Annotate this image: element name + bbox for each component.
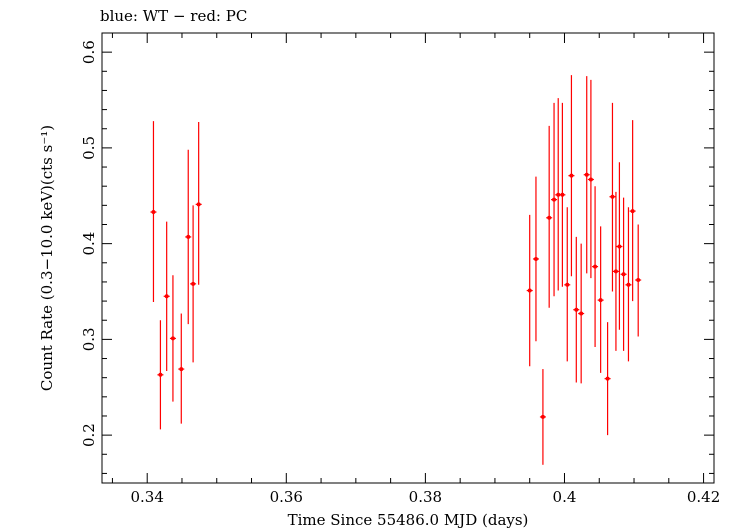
data-point — [587, 79, 594, 279]
point-marker — [565, 282, 570, 287]
data-point — [526, 214, 533, 367]
point-marker — [151, 210, 156, 215]
data-point — [612, 191, 619, 351]
data-point — [592, 186, 599, 348]
point-marker — [574, 307, 579, 312]
point-marker — [569, 173, 574, 178]
point-marker — [613, 269, 618, 274]
data-point — [178, 313, 185, 424]
point-marker — [560, 192, 565, 197]
point-marker — [636, 278, 641, 283]
point-marker — [610, 194, 615, 199]
data-point — [583, 76, 590, 274]
point-marker — [605, 376, 610, 381]
data-point — [559, 102, 566, 287]
point-marker — [617, 244, 622, 249]
point-marker — [630, 209, 635, 214]
point-marker — [179, 367, 184, 372]
data-point — [185, 149, 192, 325]
data-points — [150, 75, 642, 465]
point-marker — [186, 234, 191, 239]
plot-frame — [101, 32, 715, 484]
data-point — [169, 275, 176, 402]
point-marker — [540, 414, 545, 419]
data-point — [190, 205, 197, 363]
y-axis-label: Count Rate (0.3−10.0 keV)(cts s⁻¹) — [38, 125, 56, 391]
data-point — [546, 125, 553, 308]
chart-title: blue: WT − red: PC — [100, 7, 247, 25]
data-point — [635, 224, 642, 337]
data-point — [573, 236, 580, 383]
point-marker — [547, 215, 552, 220]
x-tick-label: 0.36 — [270, 488, 303, 506]
x-tick-label: 0.34 — [131, 488, 164, 506]
data-point — [163, 221, 170, 371]
point-marker — [626, 282, 631, 287]
point-marker — [621, 272, 626, 277]
data-point — [625, 207, 632, 362]
data-point — [578, 243, 585, 384]
point-marker — [579, 311, 584, 316]
point-marker — [533, 256, 538, 261]
point-marker — [158, 372, 163, 377]
y-tick-label: 0.2 — [80, 423, 98, 447]
data-point — [551, 102, 558, 297]
point-marker — [588, 177, 593, 182]
point-marker — [556, 192, 561, 197]
data-point — [629, 120, 636, 302]
data-point — [157, 320, 164, 430]
point-marker — [552, 197, 557, 202]
data-point — [150, 121, 157, 303]
data-point — [532, 176, 539, 342]
y-tick-label: 0.5 — [80, 136, 98, 160]
point-marker — [196, 202, 201, 207]
point-marker — [598, 298, 603, 303]
point-marker — [593, 264, 598, 269]
data-point — [597, 226, 604, 373]
point-marker — [527, 288, 532, 293]
x-tick-label: 0.42 — [687, 488, 720, 506]
x-axis-label: Time Since 55486.0 MJD (days) — [288, 511, 529, 529]
point-marker — [170, 336, 175, 341]
data-point — [616, 162, 623, 330]
point-marker — [164, 294, 169, 299]
x-tick-label: 0.4 — [553, 488, 577, 506]
data-point — [604, 322, 611, 436]
axis-ticks: 0.34 0.36 0.38 0.4 0.42 0.2 0.3 0.4 0.5 0.6 — [80, 32, 720, 506]
x-tick-label: 0.38 — [409, 488, 442, 506]
point-marker — [191, 281, 196, 286]
data-point — [539, 369, 546, 465]
y-tick-label: 0.6 — [80, 40, 98, 64]
data-point — [568, 75, 575, 277]
data-point — [564, 207, 571, 362]
data-point — [195, 122, 202, 285]
data-point — [620, 197, 627, 351]
data-point — [609, 102, 616, 292]
y-tick-label: 0.4 — [80, 232, 98, 256]
point-marker — [584, 172, 589, 177]
y-tick-label: 0.3 — [80, 327, 98, 351]
